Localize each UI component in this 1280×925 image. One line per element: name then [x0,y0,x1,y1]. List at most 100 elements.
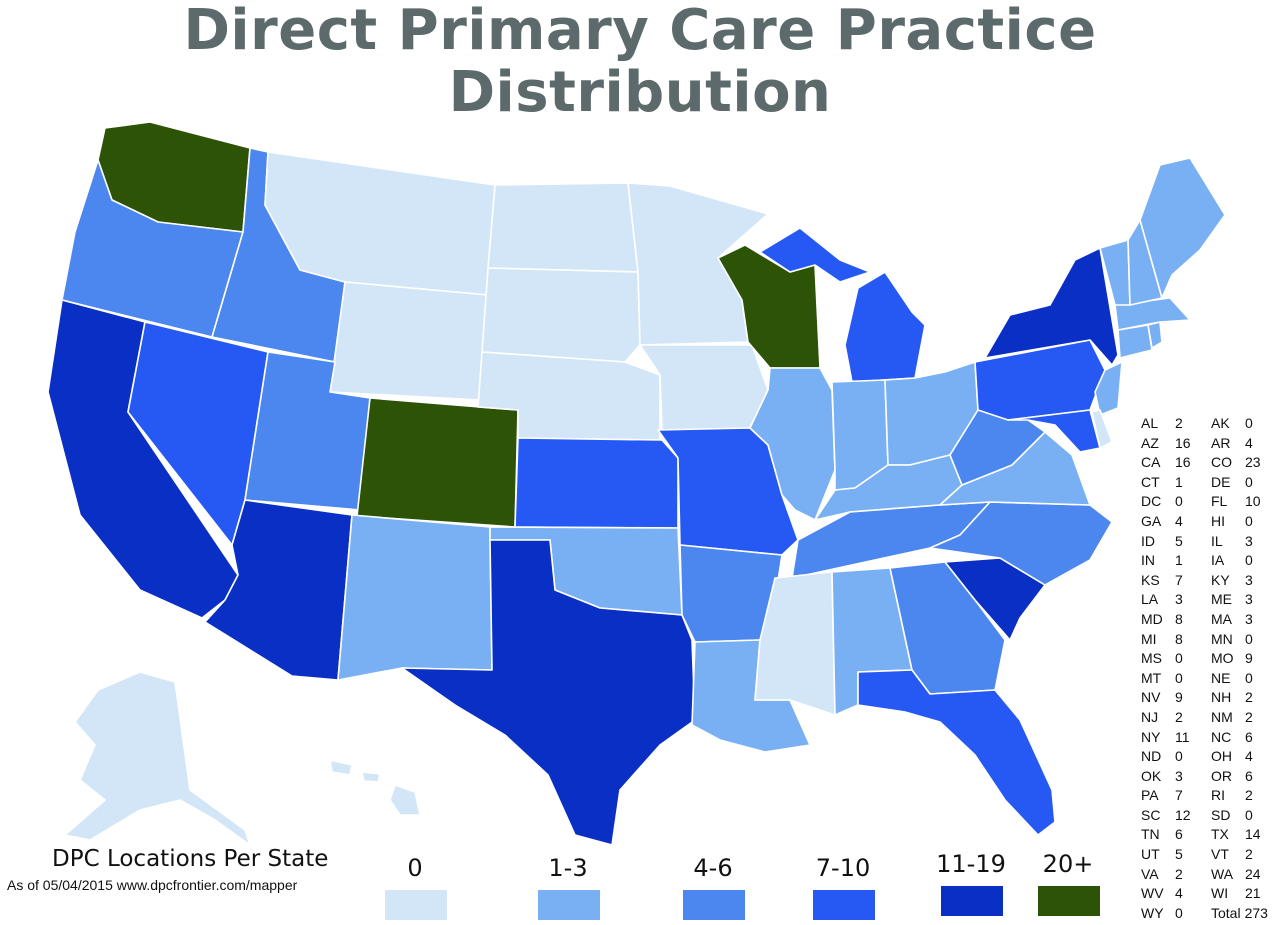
state-count: 7 [1175,571,1183,588]
legend-swatch [538,890,600,920]
state-count: 3 [1245,610,1253,627]
state-count: 4 [1245,434,1253,451]
state-delaware[interactable] [1091,409,1113,449]
state-connecticut[interactable] [1117,324,1153,359]
state-count-entry: NY 11 [1141,728,1211,748]
state-count-entry: SD 0 [1211,806,1280,826]
state-count: 5 [1175,846,1183,863]
state-count-row: ID 5 IL 3 [1141,532,1280,552]
state-count: 3 [1245,591,1253,608]
state-abbr: WI [1211,885,1229,902]
state-abbr: ME [1211,591,1232,608]
state-count-entry: ME 3 [1211,590,1280,610]
state-abbr: SC [1141,806,1161,823]
state-kansas[interactable] [514,437,679,529]
state-count-entry: PA 7 [1141,786,1211,806]
state-north-dakota[interactable] [487,182,639,273]
state-maryland[interactable] [1007,409,1101,453]
state-maine[interactable] [1139,157,1226,299]
state-count: 12 [1175,806,1191,823]
state-abbr: DC [1141,493,1162,510]
state-count-row: NJ 2 NM 2 [1141,708,1280,728]
state-abbr: VA [1141,865,1159,882]
state-count: 23 [1245,454,1261,471]
total-label: Total [1211,904,1241,921]
state-wyoming[interactable] [329,281,489,401]
state-count-entry: ND 0 [1141,747,1211,767]
state-count-row: PA 7 RI 2 [1141,786,1280,806]
state-count: 8 [1175,630,1183,647]
state-count: 0 [1175,748,1183,765]
state-hawaii-islands[interactable] [329,759,381,783]
state-count-entry: AK 0 [1211,414,1280,434]
state-illinois[interactable] [749,367,836,521]
state-count-entry: AL 2 [1141,414,1211,434]
state-abbr: OH [1211,748,1232,765]
state-abbr: TN [1141,826,1160,843]
state-massachusetts[interactable] [1114,297,1191,331]
state-count-row: VA 2 WA 24 [1141,865,1280,885]
state-count: 0 [1245,552,1253,569]
state-count-entry: IA 0 [1211,551,1280,571]
state-count-row: WV 4 WI 21 [1141,884,1280,904]
state-count-entry: DE 0 [1211,473,1280,493]
state-new-jersey[interactable] [1094,361,1123,416]
state-abbr: WY [1141,904,1164,921]
state-abbr: MA [1211,610,1232,627]
state-alaska[interactable] [64,671,251,846]
state-south-dakota[interactable] [481,267,641,363]
state-abbr: OK [1141,767,1162,784]
total-entry: Total 273 [1211,904,1268,924]
state-new-mexico[interactable] [337,514,493,681]
state-count-entry: IL 3 [1211,532,1280,552]
state-abbr: OR [1211,767,1232,784]
state-count: 16 [1175,454,1191,471]
state-abbr: RI [1211,787,1225,804]
state-count: 0 [1245,415,1253,431]
state-texas[interactable] [401,539,696,846]
state-florida[interactable] [857,669,1056,836]
legend-bucket-label: 4-6 [693,854,733,882]
state-count: 0 [1175,904,1183,921]
state-count-entry: GA 4 [1141,512,1211,532]
state-count-entry: CT 1 [1141,473,1211,493]
state-abbr: ID [1141,532,1155,549]
state-count: 2 [1175,865,1183,882]
state-abbr: AK [1211,415,1230,431]
state-abbr: NJ [1141,708,1159,725]
legend-bucket-label: 11-19 [936,850,1006,878]
state-hawaii[interactable] [389,784,421,816]
state-count-entry: MA 3 [1211,610,1280,630]
state-abbr: VT [1211,846,1229,863]
state-abbr: NM [1211,708,1233,725]
state-abbr: MI [1141,630,1157,647]
state-count-entry: IN 1 [1141,551,1211,571]
state-count-row: TN 6 TX 14 [1141,825,1280,845]
state-count-row: MD 8 MA 3 [1141,610,1280,630]
state-count-entry: MN 0 [1211,630,1280,650]
legend-swatch [683,890,745,920]
state-count-entry: AZ 16 [1141,434,1211,454]
state-north-carolina[interactable] [929,501,1113,586]
state-abbr: SD [1211,806,1231,823]
state-count: 6 [1245,728,1253,745]
state-count: 0 [1245,473,1253,490]
state-abbr: KY [1211,571,1230,588]
state-count-row: MI 8 MN 0 [1141,630,1280,650]
state-abbr: CA [1141,454,1161,471]
legend-bucket-label: 0 [407,854,423,882]
state-abbr: HI [1211,512,1225,529]
state-abbr: WV [1141,885,1164,902]
state-michigan-upper[interactable] [759,227,871,283]
state-count: 14 [1245,826,1261,843]
state-colorado[interactable] [356,397,519,528]
state-count-entry: AR 4 [1211,434,1280,454]
state-count-entry: OH 4 [1211,747,1280,767]
state-count-entry: NE 0 [1211,669,1280,689]
state-michigan-lower[interactable] [844,271,926,383]
state-count: 0 [1175,650,1183,667]
state-count-entry: KY 3 [1211,571,1280,591]
state-abbr: UT [1141,846,1160,863]
state-count: 4 [1175,885,1183,902]
state-abbr: CO [1211,454,1232,471]
